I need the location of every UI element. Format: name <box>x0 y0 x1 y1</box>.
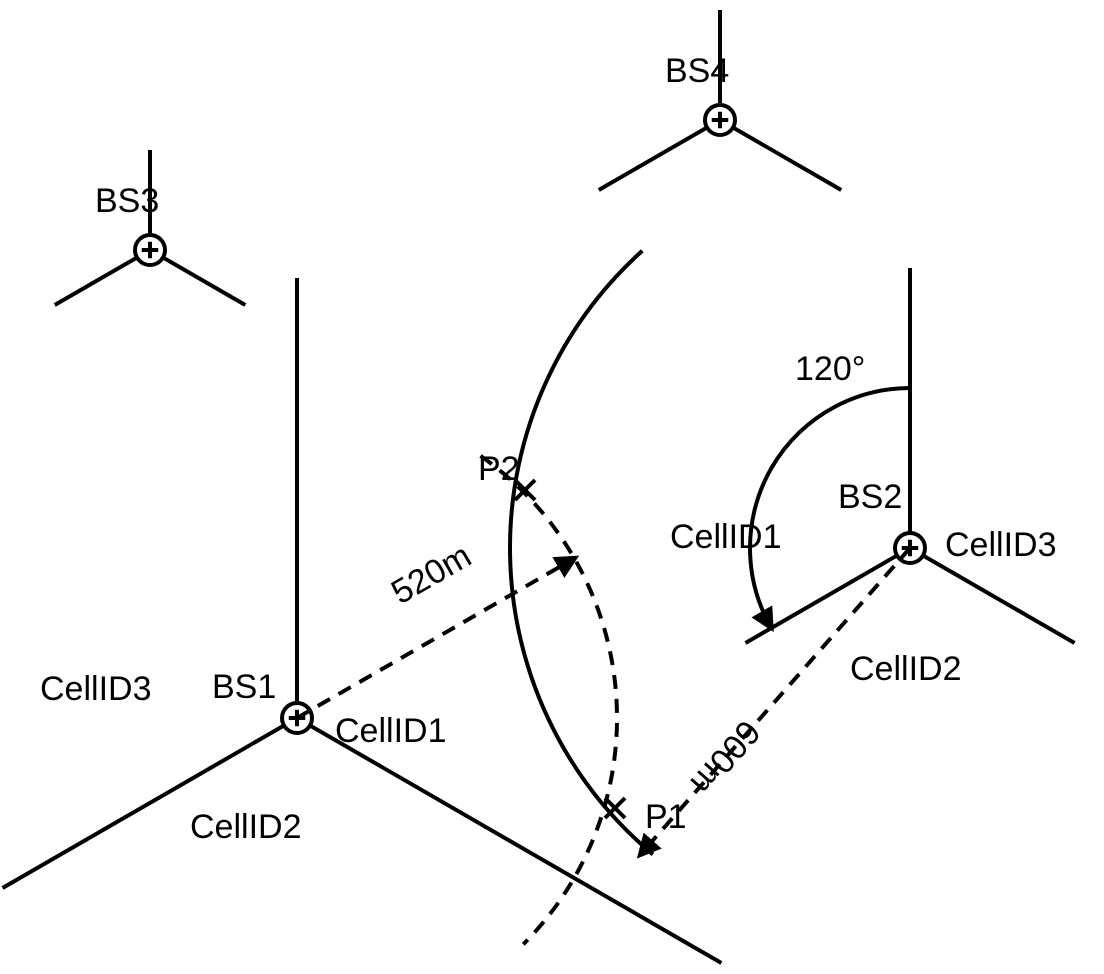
bs4-sector-2 <box>599 120 720 190</box>
bs1-station: CellID3 CellID1 CellID2 <box>3 278 722 963</box>
bs2-label: BS2 <box>838 478 902 516</box>
bs2-cell-1: CellID3 <box>945 526 1056 564</box>
bs1-cell-0: CellID3 <box>40 670 151 708</box>
bs1-sector-2 <box>3 718 297 888</box>
bs1-label: BS1 <box>212 668 276 706</box>
sector-angle-label: 120° <box>795 350 865 388</box>
bs4-label: BS4 <box>665 52 729 90</box>
bs4-station <box>599 10 841 190</box>
bs1-cell-2: CellID2 <box>190 808 301 846</box>
bs3-station <box>55 150 246 305</box>
point-p1-label: P1 <box>645 798 687 836</box>
bs4-sector-1 <box>720 120 841 190</box>
cell-diagram: CellID3CellID1CellID2BS1CellID1CellID3Ce… <box>0 0 1104 974</box>
point-p2-label: P2 <box>478 450 520 488</box>
bs1-measure-label: 520m <box>385 537 478 612</box>
bs3-label: BS3 <box>95 182 159 220</box>
bs1-cell-1: CellID1 <box>335 712 446 750</box>
bs2-measure-label: 600m <box>683 713 768 802</box>
bs1-range-arc <box>481 456 617 944</box>
bs2-range-arc <box>510 251 653 855</box>
bs1-sector-1 <box>297 718 721 963</box>
bs2-cell-2: CellID2 <box>850 650 961 688</box>
bs2-cell-0: CellID1 <box>670 518 781 556</box>
